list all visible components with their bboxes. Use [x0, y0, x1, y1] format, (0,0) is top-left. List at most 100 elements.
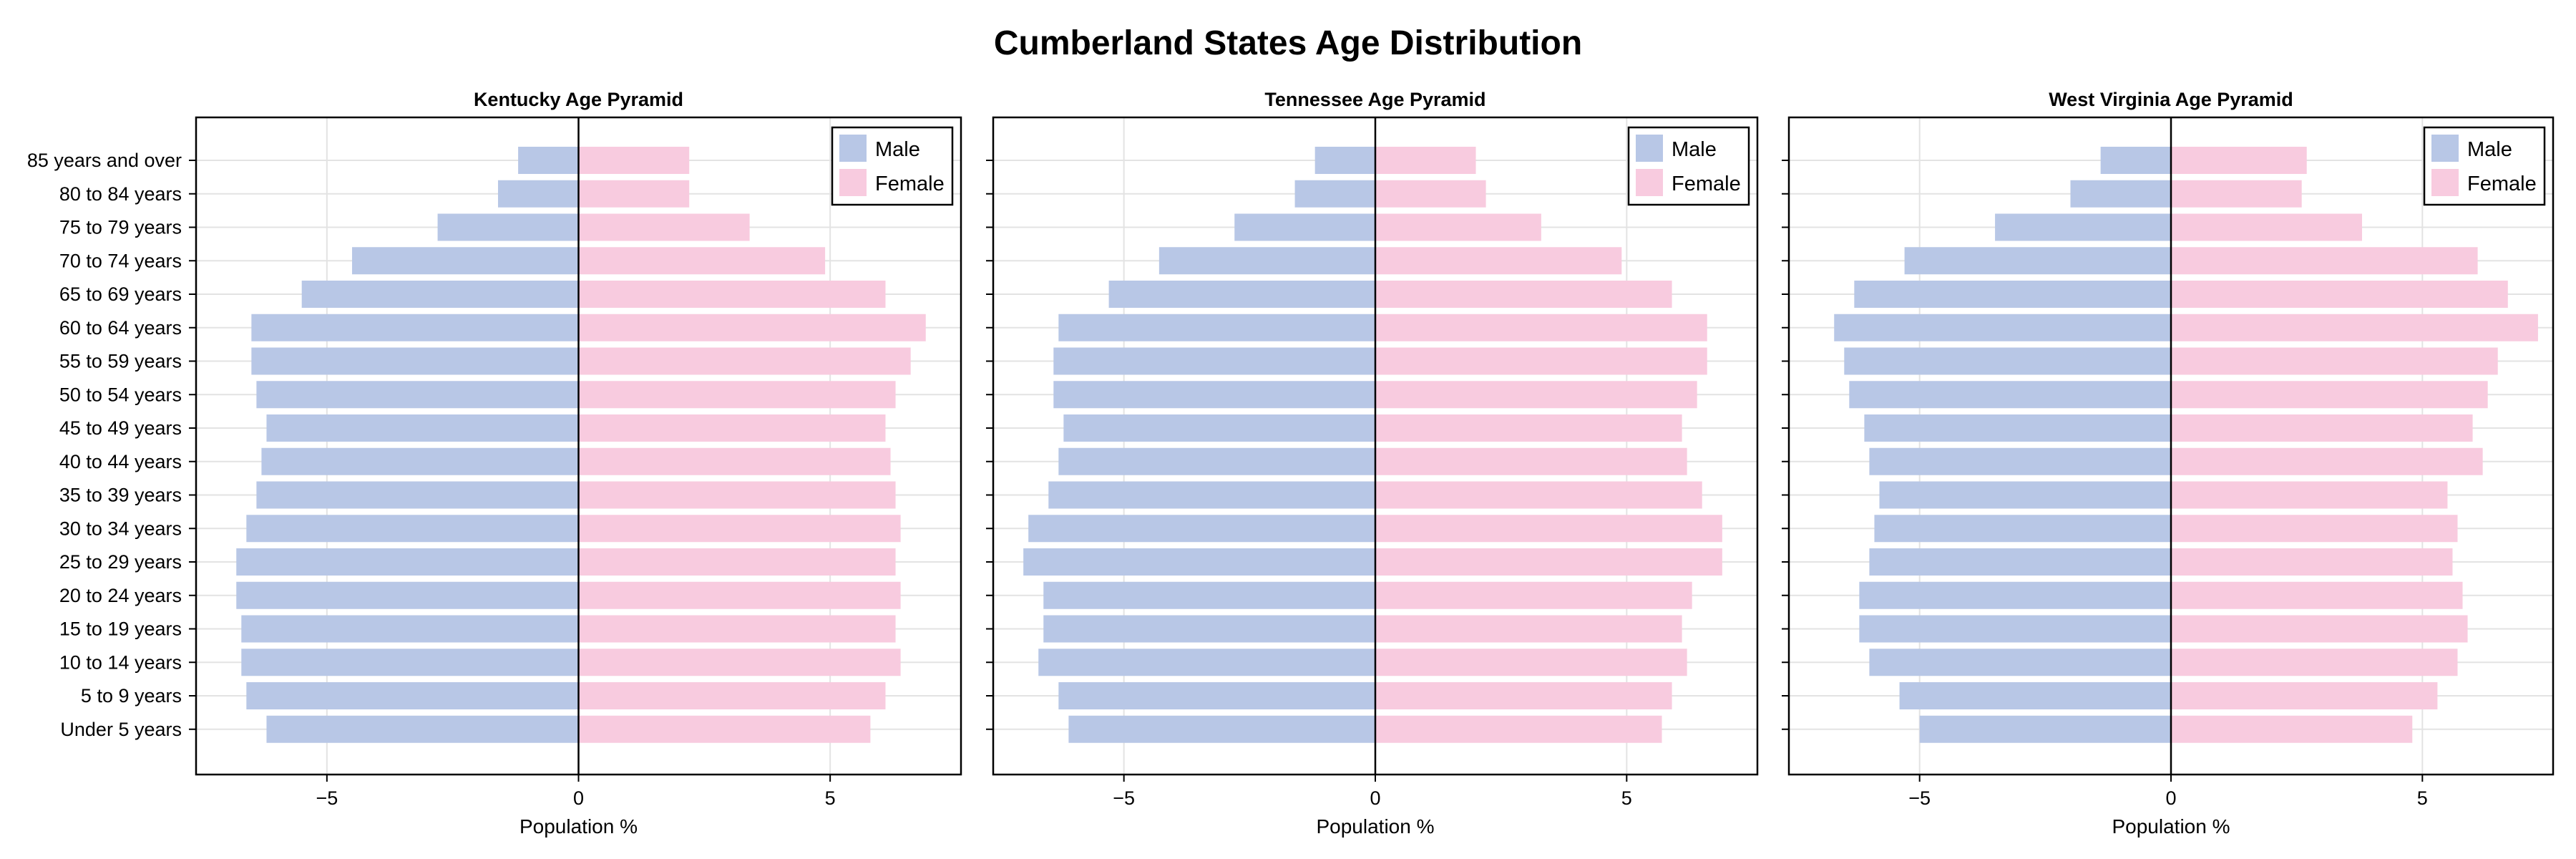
bar-female: [1375, 715, 1662, 743]
bar-male: [241, 649, 579, 676]
legend-label-female: Female: [2467, 173, 2537, 195]
bar-female: [1375, 281, 1672, 308]
bar-male: [266, 414, 579, 442]
y-tick-label: 40 to 44 years: [59, 451, 182, 472]
bar-male: [1899, 682, 2171, 709]
y-tick-label: 45 to 49 years: [59, 417, 182, 439]
bar-male: [1904, 247, 2171, 275]
bar-female: [578, 314, 926, 341]
bar-female: [578, 481, 896, 509]
bar-female: [2171, 649, 2458, 676]
legend-swatch-male: [1636, 135, 1663, 162]
bar-female: [578, 548, 896, 576]
legend-swatch-female: [1636, 169, 1663, 196]
panels: Kentucky Age Pyramid −5 0 5 85 years and ove…: [27, 89, 2555, 838]
bar-female: [2171, 314, 2538, 341]
bar-female: [578, 447, 891, 475]
bar-male: [301, 281, 579, 308]
legend-swatch-male: [2431, 135, 2459, 162]
bar-male: [2100, 147, 2171, 174]
bar-male: [1995, 213, 2171, 241]
bar-female: [1375, 581, 1692, 609]
y-tick-label: 75 to 79 years: [59, 217, 182, 238]
bar-female: [1375, 515, 1722, 543]
bar-male: [352, 247, 579, 275]
bar-male: [1859, 581, 2171, 609]
bar-male: [1294, 180, 1375, 208]
x-tick-label: 0: [2165, 787, 2176, 809]
panel-2: Tennessee Age Pyramid −5 0 5 Population % Mal…: [986, 89, 1759, 838]
bar-male: [1053, 347, 1375, 375]
bar-female: [2171, 515, 2458, 543]
y-tick-label: 80 to 84 years: [59, 183, 182, 205]
bar-female: [2171, 447, 2483, 475]
bar-male: [1834, 314, 2171, 341]
bar-female: [2171, 347, 2498, 375]
bar-female: [578, 715, 871, 743]
bar-male: [1859, 615, 2171, 643]
bar-male: [1108, 281, 1375, 308]
x-tick-label: 5: [2417, 787, 2428, 809]
bar-male: [1058, 447, 1375, 475]
y-tick-label: 50 to 54 years: [59, 384, 182, 405]
bar-male: [1869, 649, 2171, 676]
bar-male: [1234, 213, 1375, 241]
legend-label-male: Male: [1672, 138, 1717, 161]
bar-female: [578, 381, 896, 409]
bar-female: [1375, 414, 1682, 442]
y-tick-label: 25 to 29 years: [59, 551, 182, 573]
figure-title: Cumberland States Age Distribution: [994, 24, 1582, 62]
y-tick-label: 85 years and over: [27, 150, 182, 171]
bar-female: [578, 147, 690, 174]
bar-female: [1375, 615, 1682, 643]
panel-1: Kentucky Age Pyramid −5 0 5 85 years and ove…: [27, 89, 962, 838]
bar-male: [1043, 615, 1375, 643]
panel-title: Kentucky Age Pyramid: [474, 89, 683, 110]
bar-female: [1375, 649, 1687, 676]
bar-female: [2171, 682, 2438, 709]
bar-male: [1314, 147, 1375, 174]
legend-label-male: Male: [2467, 138, 2512, 161]
bar-male: [1068, 715, 1375, 743]
legend-swatch-male: [839, 135, 867, 162]
bar-male: [497, 180, 579, 208]
legend-swatch-female: [839, 169, 867, 196]
bar-male: [261, 447, 579, 475]
bar-female: [578, 615, 896, 643]
x-tick-label: 5: [1621, 787, 1632, 809]
y-tick-label: 35 to 39 years: [59, 485, 182, 506]
bar-female: [578, 649, 901, 676]
bar-female: [578, 213, 750, 241]
bar-female: [1375, 247, 1622, 275]
bar-female: [2171, 247, 2478, 275]
panel-title: West Virginia Age Pyramid: [2049, 89, 2293, 110]
bar-male: [236, 548, 579, 576]
bar-male: [1063, 414, 1375, 442]
y-tick-label: 15 to 19 years: [59, 618, 182, 640]
y-tick-label: 60 to 64 years: [59, 317, 182, 339]
bar-female: [2171, 381, 2488, 409]
bar-female: [1375, 347, 1707, 375]
bar-male: [1043, 581, 1375, 609]
bar-female: [578, 281, 886, 308]
bar-female: [2171, 180, 2302, 208]
bar-female: [2171, 414, 2473, 442]
bar-female: [2171, 548, 2453, 576]
x-tick-label: 0: [573, 787, 584, 809]
bar-male: [1058, 314, 1375, 341]
bar-female: [578, 180, 690, 208]
bar-male: [1058, 682, 1375, 709]
x-tick-label: −5: [1113, 787, 1135, 809]
bar-male: [1879, 481, 2171, 509]
panel-3: West Virginia Age Pyramid −5 0 5 Population …: [1782, 89, 2555, 838]
bar-female: [2171, 715, 2413, 743]
bar-female: [1375, 481, 1702, 509]
y-tick-label: 55 to 59 years: [59, 351, 182, 372]
x-axis-label: Population %: [2112, 815, 2230, 838]
bar-female: [2171, 147, 2307, 174]
bar-male: [1869, 548, 2171, 576]
bar-female: [1375, 548, 1722, 576]
bar-female: [1375, 682, 1672, 709]
bar-male: [251, 314, 579, 341]
y-tick-label: 5 to 9 years: [81, 685, 182, 707]
